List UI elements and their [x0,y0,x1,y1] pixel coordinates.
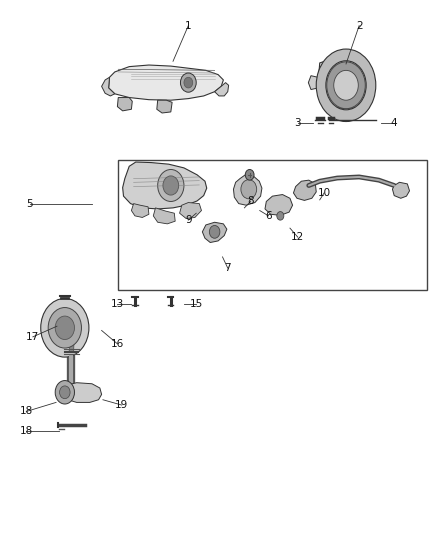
Text: 9: 9 [185,215,192,225]
Text: 19: 19 [115,400,128,410]
Circle shape [55,316,74,340]
Circle shape [158,169,184,201]
Polygon shape [131,204,149,217]
Polygon shape [69,330,74,352]
Polygon shape [153,208,175,224]
Text: 10: 10 [318,188,331,198]
Text: 16: 16 [111,339,124,349]
Text: 2: 2 [356,21,363,30]
Circle shape [60,386,70,399]
Circle shape [241,180,257,199]
Circle shape [209,225,220,238]
Circle shape [41,298,89,357]
Circle shape [327,62,365,109]
Polygon shape [392,182,410,198]
Circle shape [277,212,284,220]
Polygon shape [293,180,316,200]
Bar [118,160,427,290]
Text: 12: 12 [291,232,304,242]
Text: 3: 3 [294,118,301,127]
Text: 1: 1 [185,21,192,30]
Polygon shape [102,77,115,96]
Polygon shape [65,383,102,402]
Circle shape [180,73,196,92]
Wedge shape [316,49,376,122]
Circle shape [163,176,179,195]
Text: 4: 4 [391,118,398,127]
Polygon shape [265,195,293,215]
Text: 5: 5 [26,199,33,208]
Polygon shape [233,175,262,205]
Circle shape [184,77,193,88]
Circle shape [55,381,74,404]
Polygon shape [308,76,318,90]
Polygon shape [109,65,223,100]
Text: 15: 15 [190,299,203,309]
Circle shape [334,70,358,100]
Text: 18: 18 [20,426,33,435]
Text: 7: 7 [224,263,231,273]
Text: 17: 17 [26,332,39,342]
Polygon shape [180,203,201,219]
Polygon shape [157,100,172,113]
Text: 8: 8 [247,197,254,206]
Polygon shape [117,98,132,111]
Text: 13: 13 [111,299,124,309]
Circle shape [245,169,254,180]
Polygon shape [318,59,373,109]
Polygon shape [123,162,207,209]
Polygon shape [202,222,227,243]
Polygon shape [215,83,229,96]
Text: 6: 6 [265,211,272,221]
Circle shape [48,308,81,348]
Text: 18: 18 [20,407,33,416]
